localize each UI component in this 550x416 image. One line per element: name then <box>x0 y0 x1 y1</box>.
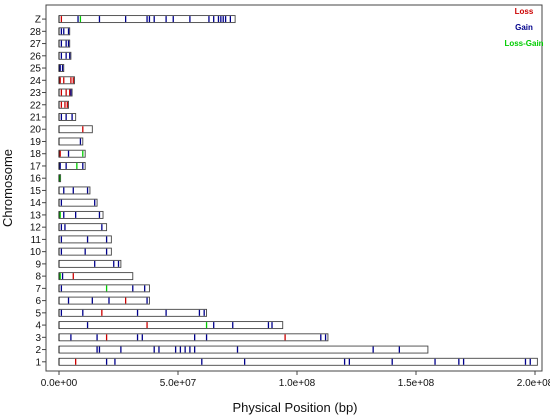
y-tick-label: 23 <box>30 88 42 99</box>
chromosome-bar <box>58 357 538 366</box>
chromosome-bar <box>58 284 150 293</box>
chromosome-bar <box>58 149 86 158</box>
chromosome-bar <box>58 235 112 244</box>
y-tick-label: 3 <box>35 333 41 344</box>
chromosome-row: 4 <box>35 321 284 332</box>
y-tick-label: 25 <box>30 64 42 75</box>
chromosome-bar <box>58 137 84 146</box>
y-tick-label: 8 <box>35 272 41 283</box>
y-tick-label: 4 <box>35 321 41 332</box>
chromosome-row: 28 <box>30 27 71 38</box>
y-tick-label: 2 <box>35 345 41 356</box>
y-tick-label: 19 <box>30 137 42 148</box>
y-tick-label: Z <box>35 15 41 26</box>
y-tick-label: 24 <box>30 76 42 87</box>
y-tick-label: 1 <box>35 357 41 368</box>
x-tick-label: 2.0e+08 <box>517 378 550 389</box>
x-axis-title: Physical Position (bp) <box>233 400 358 415</box>
y-tick-label: 15 <box>30 186 42 197</box>
y-tick-label: 14 <box>30 198 42 209</box>
chromosome-row: 15 <box>30 186 91 197</box>
chromosome-row: Z <box>35 15 236 26</box>
y-tick-label: 16 <box>30 174 42 185</box>
chromosome-row: 6 <box>35 296 150 307</box>
chromosome-row: 10 <box>30 247 112 258</box>
y-tick-label: 11 <box>31 235 42 246</box>
chromosome-row: 21 <box>30 113 77 124</box>
chromosome-row: 16 <box>30 174 62 185</box>
chromosome-bar <box>58 308 208 317</box>
chromosome-row: 26 <box>30 51 72 62</box>
y-tick-label: 13 <box>30 210 42 221</box>
legend-item: Loss <box>515 7 534 16</box>
chromosome-row: 23 <box>30 88 73 99</box>
chromosome-row: 27 <box>30 39 71 50</box>
plot-frame <box>45 4 543 372</box>
legend-item: Gain <box>515 23 533 32</box>
x-tick-label: 1.0e+08 <box>279 378 316 389</box>
chromosome-row: 1 <box>35 357 538 368</box>
chromosome-row: 13 <box>30 210 104 221</box>
chromosome-row: 19 <box>30 137 84 148</box>
y-tick-label: 10 <box>30 247 42 258</box>
y-tick-label: 9 <box>35 259 41 270</box>
chromosome-row: 3 <box>35 333 329 344</box>
y-tick-label: 21 <box>30 113 42 124</box>
y-tick-label: 20 <box>30 125 42 136</box>
chromosome-bar <box>58 259 122 268</box>
chromosome-bar <box>58 162 86 170</box>
legend-item: Loss-Gain <box>504 39 543 48</box>
chromosome-row: 25 <box>30 64 65 75</box>
chromosome-row: 5 <box>35 308 208 319</box>
chromosome-row: 18 <box>30 149 86 160</box>
chromosome-row: 2 <box>35 345 429 356</box>
chromosome-row: 22 <box>30 100 69 111</box>
x-tick-label: 5.0e+07 <box>160 378 197 389</box>
y-tick-label: 12 <box>30 223 42 234</box>
chromosome-row: 11 <box>31 235 112 246</box>
chromosome-bar <box>58 125 93 134</box>
chromosome-row: 24 <box>30 76 75 87</box>
chromosome-bar <box>58 198 98 207</box>
x-axis: 0.0e+00 5.0e+07 1.0e+08 1.5e+08 2.0e+08 <box>41 371 550 389</box>
y-tick-label: 26 <box>30 51 42 62</box>
chromosome-row: 20 <box>30 125 93 136</box>
y-tick-label: 22 <box>30 100 42 111</box>
y-tick-label: 7 <box>35 284 41 295</box>
chromosome-row: 12 <box>30 223 108 234</box>
y-axis-title: Chromosome <box>0 149 15 227</box>
x-tick-label: 0.0e+00 <box>41 378 78 389</box>
chromosome-row: 9 <box>35 259 122 270</box>
chromosome-bar <box>58 76 75 85</box>
chromosome-bar <box>58 296 150 305</box>
chromosome-row: 7 <box>35 284 150 295</box>
y-tick-label: 18 <box>30 149 42 160</box>
chromosome-bar <box>58 321 284 330</box>
chromosome-bar <box>58 223 108 232</box>
chromosome-bar <box>58 272 134 281</box>
chromosome-row: 14 <box>30 198 98 209</box>
y-tick-label: 6 <box>35 296 41 307</box>
y-tick-label: 27 <box>30 39 42 50</box>
chromosome-row: 8 <box>35 272 134 283</box>
chromosome-bar <box>58 210 104 219</box>
legend: Loss Gain Loss-Gain <box>504 7 543 48</box>
x-tick-label: 1.5e+08 <box>398 378 435 389</box>
y-tick-label: 5 <box>35 308 41 319</box>
y-tick-label: 17 <box>30 161 42 172</box>
chromosome-row: 17 <box>30 161 86 172</box>
y-tick-label: 28 <box>30 27 42 38</box>
chromosome-rows: 1234567891011121314151617181920212223242… <box>30 15 538 368</box>
chromosome-bar <box>58 333 329 342</box>
